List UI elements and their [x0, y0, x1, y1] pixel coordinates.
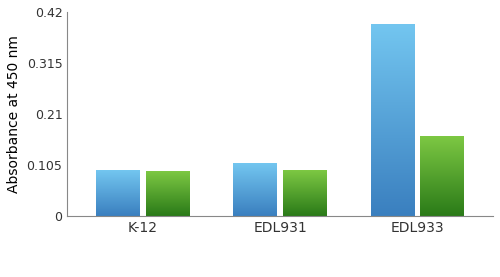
Y-axis label: Absorbance at 450 nm: Absorbance at 450 nm	[7, 35, 21, 193]
Legend: Without glucose, With glucose: Without glucose, With glucose	[154, 273, 406, 277]
